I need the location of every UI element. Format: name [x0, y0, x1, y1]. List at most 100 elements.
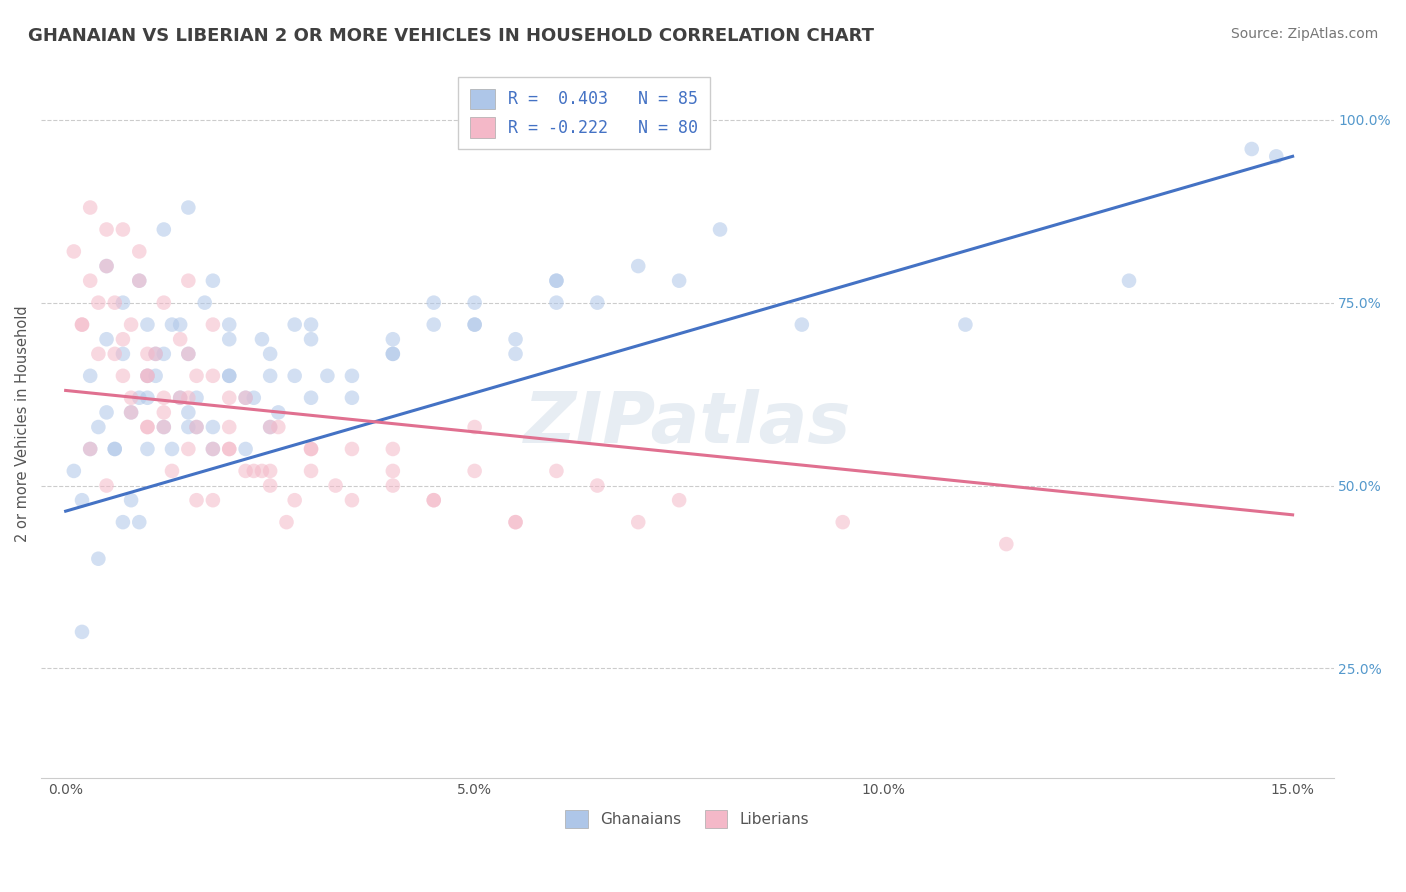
Point — [627, 259, 650, 273]
Point — [186, 368, 208, 383]
Point — [70, 493, 93, 508]
Point — [145, 368, 167, 383]
Point — [136, 368, 159, 383]
Point — [422, 493, 444, 508]
Point — [87, 295, 110, 310]
Point — [79, 442, 101, 456]
Point — [136, 420, 159, 434]
Point — [259, 420, 281, 434]
Point — [96, 332, 118, 346]
Point — [177, 405, 200, 419]
Point — [96, 478, 118, 492]
Point — [186, 391, 208, 405]
Point — [259, 420, 281, 434]
Point — [128, 515, 150, 529]
Point — [218, 332, 240, 346]
Point — [325, 478, 347, 492]
Point — [169, 318, 191, 332]
Point — [186, 420, 208, 434]
Point — [284, 368, 307, 383]
Point — [111, 332, 134, 346]
Point — [243, 391, 266, 405]
Point — [250, 464, 273, 478]
Y-axis label: 2 or more Vehicles in Household: 2 or more Vehicles in Household — [15, 305, 30, 541]
Point — [381, 347, 404, 361]
Point — [299, 464, 322, 478]
Point — [235, 464, 257, 478]
Point — [340, 493, 363, 508]
Point — [668, 493, 690, 508]
Point — [120, 391, 142, 405]
Point — [136, 318, 159, 332]
Point — [96, 259, 118, 273]
Point — [96, 222, 118, 236]
Point — [267, 405, 290, 419]
Point — [177, 420, 200, 434]
Point — [422, 295, 444, 310]
Point — [586, 478, 609, 492]
Point — [160, 442, 183, 456]
Point — [586, 295, 609, 310]
Point — [218, 420, 240, 434]
Point — [120, 318, 142, 332]
Point — [299, 318, 322, 332]
Point — [464, 420, 486, 434]
Point — [505, 515, 527, 529]
Point — [259, 464, 281, 478]
Point — [340, 368, 363, 383]
Point — [177, 201, 200, 215]
Point — [299, 391, 322, 405]
Point — [145, 347, 167, 361]
Point — [546, 464, 568, 478]
Point — [104, 347, 127, 361]
Point — [243, 464, 266, 478]
Legend: Ghanaians, Liberians: Ghanaians, Liberians — [560, 804, 815, 834]
Point — [201, 368, 224, 383]
Point — [153, 295, 176, 310]
Point — [1265, 149, 1288, 163]
Point — [668, 274, 690, 288]
Point — [464, 318, 486, 332]
Point — [235, 442, 257, 456]
Point — [104, 295, 127, 310]
Point — [87, 420, 110, 434]
Point — [136, 391, 159, 405]
Point — [316, 368, 339, 383]
Point — [136, 347, 159, 361]
Point — [422, 493, 444, 508]
Point — [111, 295, 134, 310]
Point — [201, 493, 224, 508]
Point — [201, 274, 224, 288]
Point — [299, 332, 322, 346]
Point — [464, 318, 486, 332]
Point — [136, 368, 159, 383]
Point — [790, 318, 813, 332]
Point — [186, 420, 208, 434]
Point — [136, 442, 159, 456]
Point — [995, 537, 1018, 551]
Text: Source: ZipAtlas.com: Source: ZipAtlas.com — [1230, 27, 1378, 41]
Text: ZIPatlas: ZIPatlas — [523, 389, 851, 458]
Point — [63, 244, 86, 259]
Point — [250, 332, 273, 346]
Point — [955, 318, 977, 332]
Point — [235, 391, 257, 405]
Point — [422, 318, 444, 332]
Point — [63, 464, 86, 478]
Point — [505, 347, 527, 361]
Point — [381, 332, 404, 346]
Point — [299, 442, 322, 456]
Point — [709, 222, 731, 236]
Point — [464, 464, 486, 478]
Point — [218, 368, 240, 383]
Point — [546, 295, 568, 310]
Point — [153, 420, 176, 434]
Point — [340, 391, 363, 405]
Point — [284, 318, 307, 332]
Point — [169, 391, 191, 405]
Point — [111, 222, 134, 236]
Point — [153, 391, 176, 405]
Point — [259, 478, 281, 492]
Point — [136, 420, 159, 434]
Point — [381, 347, 404, 361]
